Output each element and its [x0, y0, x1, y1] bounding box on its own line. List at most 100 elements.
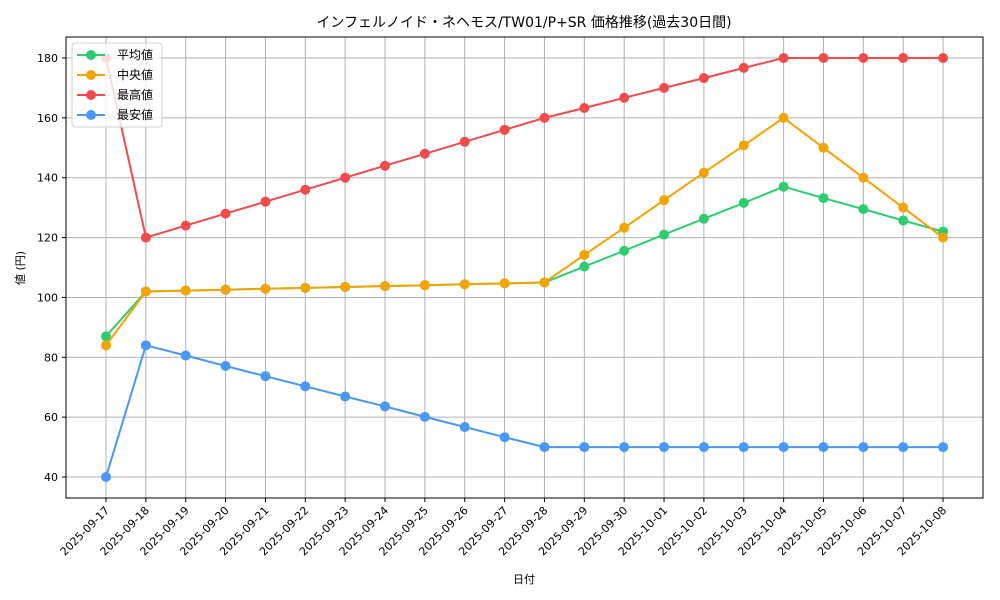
legend-item: 中央値 [77, 67, 153, 82]
data-point [698, 167, 709, 178]
data-point [459, 422, 470, 433]
data-point [898, 215, 909, 226]
data-point [260, 371, 271, 382]
data-point [938, 232, 949, 243]
data-point [738, 197, 749, 208]
data-point [260, 283, 271, 294]
y-tick-label: 140 [37, 172, 58, 185]
data-point [858, 204, 869, 215]
data-point [778, 442, 789, 453]
data-point [220, 208, 231, 219]
data-point [738, 62, 749, 73]
series-layer [101, 53, 949, 483]
data-point [938, 442, 949, 453]
data-point [459, 279, 470, 290]
legend-label: 中央値 [117, 67, 153, 82]
series-line [101, 181, 949, 342]
y-axis-label: 値 (円) [14, 251, 27, 285]
data-point [818, 53, 829, 63]
data-point [140, 340, 151, 351]
data-point [340, 172, 351, 183]
data-point [778, 181, 789, 192]
data-point [180, 220, 191, 231]
data-point [340, 391, 351, 402]
x-axis-label: 日付 [513, 573, 535, 586]
data-point [579, 102, 590, 113]
data-point [419, 280, 430, 291]
data-point [938, 53, 949, 63]
data-point [539, 277, 550, 288]
data-point [380, 281, 391, 292]
y-tick-label: 40 [44, 471, 58, 484]
data-point [340, 281, 351, 292]
data-point [698, 442, 709, 453]
legend-label: 平均値 [117, 47, 153, 62]
data-point [858, 442, 869, 453]
y-tick-label: 180 [37, 52, 58, 65]
data-point [858, 172, 869, 183]
data-point [380, 401, 391, 412]
data-point [778, 112, 789, 123]
data-point [539, 442, 550, 453]
data-point [419, 148, 430, 159]
data-point [659, 82, 670, 93]
data-point [579, 249, 590, 260]
data-point [738, 140, 749, 151]
data-point [619, 222, 630, 233]
data-point [659, 195, 670, 206]
data-point [300, 184, 311, 195]
data-point [659, 229, 670, 240]
data-point [818, 142, 829, 153]
y-tick-label: 160 [37, 112, 58, 125]
legend-label: 最安値 [117, 107, 153, 122]
plot-area-frame [65, 36, 984, 499]
data-point [220, 284, 231, 295]
data-point [380, 160, 391, 171]
data-point [579, 442, 590, 453]
x-axis-ticks: 2025-09-172025-09-182025-09-192025-09-20… [58, 498, 949, 558]
data-point [898, 442, 909, 453]
data-point [738, 442, 749, 453]
legend-label: 最高値 [117, 87, 153, 102]
data-point [818, 442, 829, 453]
data-point [579, 261, 590, 272]
series-line [101, 53, 949, 243]
chart-title: インフェルノイド・ネヘモス/TW01/P+SR 価格推移(過去30日間) [316, 15, 731, 31]
data-point [101, 472, 111, 483]
legend-item: 最高値 [77, 87, 153, 102]
data-point [419, 411, 430, 422]
legend-box [71, 42, 163, 128]
data-point [180, 350, 191, 361]
data-point [698, 73, 709, 84]
grid-lines [66, 37, 983, 498]
data-point [818, 193, 829, 204]
data-point [499, 432, 510, 443]
y-tick-label: 80 [44, 351, 58, 364]
data-point [898, 202, 909, 213]
data-point [499, 278, 510, 289]
y-tick-label: 100 [37, 291, 58, 304]
data-point [898, 53, 909, 63]
data-point [698, 213, 709, 224]
data-point [260, 196, 271, 207]
data-point [459, 136, 470, 147]
data-point [101, 340, 111, 351]
data-point [140, 286, 151, 297]
data-point [101, 331, 111, 342]
data-point [619, 442, 630, 453]
y-axis-ticks: 40 60 80 100 120 140 160 180 [37, 52, 66, 484]
data-point [539, 112, 550, 123]
data-point [300, 282, 311, 293]
data-point [499, 124, 510, 135]
data-point [858, 53, 869, 63]
data-point [220, 360, 231, 371]
data-point [300, 381, 311, 392]
y-tick-label: 60 [44, 411, 58, 424]
legend-item: 平均値 [77, 47, 153, 62]
data-point [619, 245, 630, 256]
data-point [619, 92, 630, 103]
data-point [140, 232, 151, 243]
legend-item: 最安値 [77, 107, 153, 122]
